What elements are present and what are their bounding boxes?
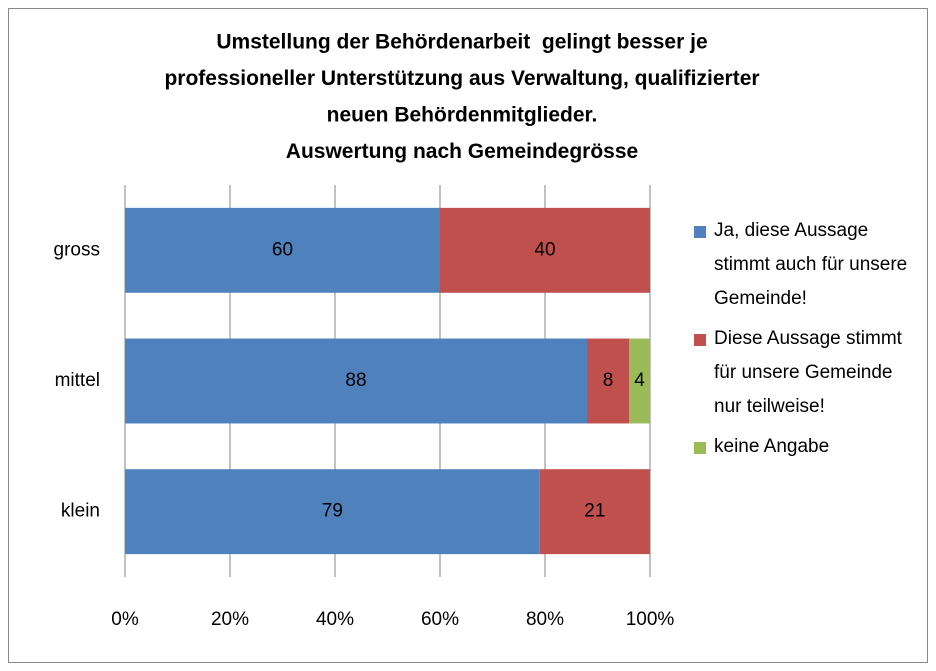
data-label: 79 [322, 501, 343, 522]
data-label: 88 [345, 370, 366, 391]
chart-title: Umstellung der Behördenarbeit gelingt be… [216, 31, 707, 54]
legend-label: keine Angabe [714, 436, 830, 457]
data-label: 60 [272, 239, 293, 260]
x-tick-label: 20% [211, 609, 249, 630]
legend-swatch [694, 226, 706, 238]
bar-segment [629, 338, 650, 424]
bar-segment [587, 338, 629, 424]
data-label: 21 [584, 501, 605, 522]
bar-segment [125, 469, 540, 555]
x-tick-label: 0% [111, 609, 139, 630]
x-tick-label: 100% [626, 609, 675, 630]
legend-label: Ja, diese Aussage stimmt auch für unsere… [714, 220, 908, 309]
y-tick-label: klein [61, 501, 100, 522]
bar-segment [440, 207, 650, 293]
x-tick-label: 40% [316, 609, 354, 630]
data-label: 40 [534, 239, 555, 260]
chart-title: neuen Behördenmitglieder. [327, 104, 598, 127]
y-tick-label: gross [54, 239, 100, 260]
legend-item: Diese Aussage stimmt für unsere Gemeinde… [694, 322, 919, 424]
bar-segment [125, 338, 587, 424]
chart-title: professioneller Unterstützung aus Verwal… [164, 67, 759, 90]
legend-item: keine Angabe [694, 430, 919, 464]
bar-segment [539, 469, 650, 555]
y-tick-label: mittel [55, 370, 100, 391]
x-tick-label: 60% [421, 609, 459, 630]
bar-segment [125, 207, 440, 293]
legend-swatch [694, 334, 706, 346]
legend-label: Diese Aussage stimmt für unsere Gemeinde… [714, 328, 902, 417]
x-tick-label: 80% [526, 609, 564, 630]
chart-title: Auswertung nach Gemeindegrösse [286, 140, 638, 163]
legend-item: Ja, diese Aussage stimmt auch für unsere… [694, 214, 919, 316]
legend: Ja, diese Aussage stimmt auch für unsere… [694, 214, 919, 470]
legend-swatch [694, 442, 706, 454]
data-label: 8 [603, 370, 614, 391]
data-label: 4 [634, 370, 645, 391]
